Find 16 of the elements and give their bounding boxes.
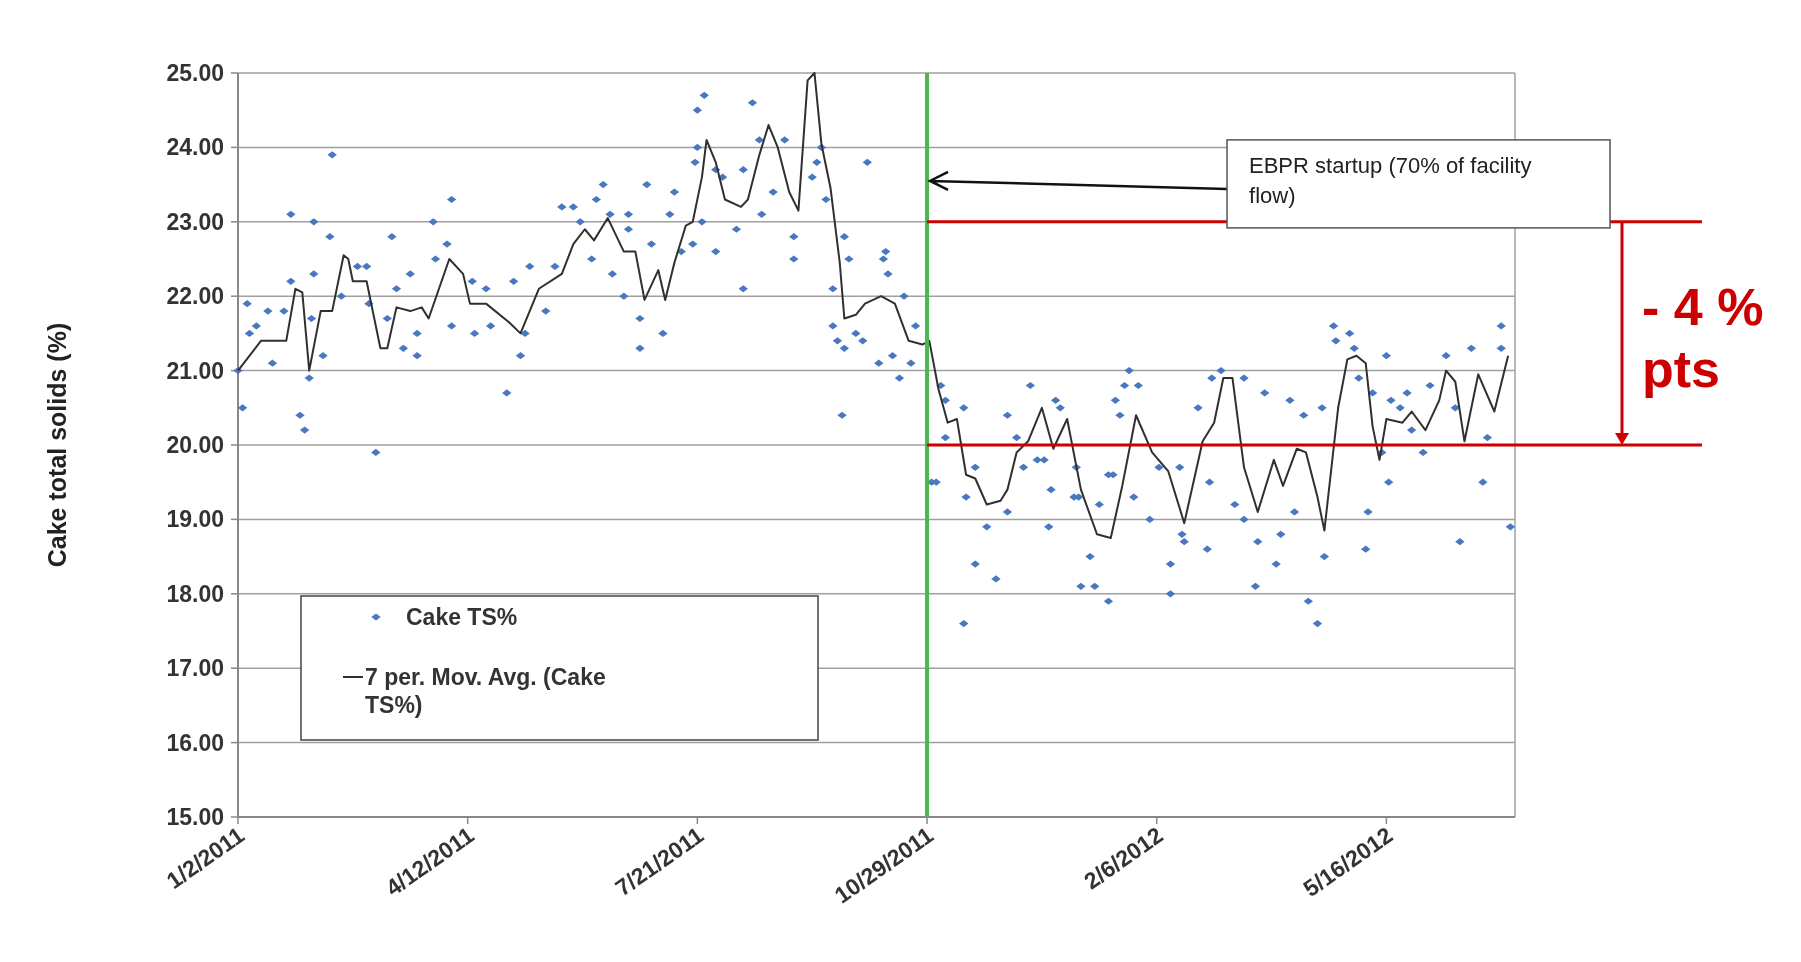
y-tick-label: 17.00 — [166, 655, 224, 682]
legend-label: 7 per. Mov. Avg. (Cake TS%) — [365, 664, 606, 718]
y-tick-label: 20.00 — [166, 432, 224, 459]
legend-label: Cake TS% — [406, 604, 518, 630]
y-tick-label: 18.00 — [166, 580, 224, 607]
y-tick-label: 24.00 — [166, 134, 224, 161]
y-tick-label: 25.00 — [166, 60, 224, 87]
y-tick-label: 15.00 — [166, 804, 224, 831]
y-tick-label: 21.00 — [166, 357, 224, 384]
y-tick-label: 22.00 — [166, 283, 224, 310]
text: - 4 % pts — [1642, 278, 1764, 399]
y-tick-label: 19.00 — [166, 506, 224, 533]
y-axis-title: Cake total solids (%) — [43, 322, 71, 568]
y-tick-label: 16.00 — [166, 729, 224, 756]
y-tick-label: 23.00 — [166, 208, 224, 235]
annotation: EBPR startup (70% of facility flow) — [1249, 152, 1532, 208]
